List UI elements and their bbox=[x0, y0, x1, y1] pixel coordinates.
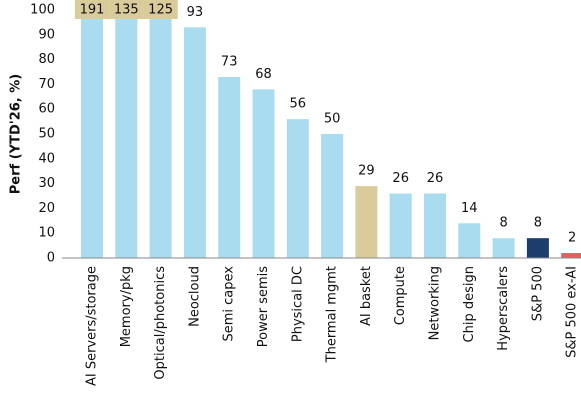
value-label: 8 bbox=[534, 216, 542, 231]
value-label: 135 bbox=[114, 3, 139, 18]
x-tick-label: Optical/photonics bbox=[153, 266, 168, 380]
x-tick-label: Networking bbox=[428, 266, 443, 340]
y-tick-label: 80 bbox=[38, 52, 55, 67]
bar bbox=[492, 238, 515, 258]
bar bbox=[115, 10, 138, 258]
x-tick-label: Memory/pkg bbox=[119, 266, 134, 347]
y-tick-label: 40 bbox=[38, 151, 55, 166]
x-tick-label: Neocloud bbox=[187, 266, 202, 327]
x-tick-label: S&P 500 ex-AI bbox=[565, 266, 580, 358]
x-tick-label: Power semis bbox=[256, 266, 271, 347]
x-tick-label: Physical DC bbox=[290, 266, 305, 342]
value-label: 50 bbox=[324, 112, 341, 127]
value-label-box bbox=[143, 0, 178, 19]
value-label: 8 bbox=[499, 216, 507, 231]
bar bbox=[286, 119, 309, 258]
value-label: 29 bbox=[358, 164, 375, 179]
value-label: 191 bbox=[80, 3, 105, 18]
y-tick-label: 90 bbox=[38, 27, 55, 42]
y-tick-label: 50 bbox=[38, 127, 55, 142]
value-label: 68 bbox=[255, 67, 272, 82]
value-label: 14 bbox=[461, 201, 478, 216]
value-label: 125 bbox=[148, 3, 173, 18]
bar bbox=[424, 193, 446, 258]
y-tick-label: 0 bbox=[47, 251, 55, 266]
y-tick-label: 60 bbox=[38, 102, 55, 117]
y-tick-label: 20 bbox=[38, 201, 55, 216]
x-tick-label: Semi capex bbox=[222, 266, 237, 342]
bar bbox=[526, 238, 549, 258]
x-tick-label: AI Servers/storage bbox=[85, 266, 100, 386]
value-label: 93 bbox=[187, 5, 204, 20]
x-tick-label: AI basket bbox=[359, 266, 374, 326]
value-label: 26 bbox=[392, 171, 409, 186]
bar bbox=[183, 27, 206, 258]
x-tick-label: Chip design bbox=[462, 266, 477, 342]
bar bbox=[149, 10, 172, 258]
x-tick-label: Compute bbox=[393, 266, 408, 325]
y-tick-label: 30 bbox=[38, 176, 55, 191]
value-label: 2 bbox=[568, 231, 576, 246]
value-label: 26 bbox=[427, 171, 444, 186]
value-label-box bbox=[74, 0, 110, 19]
x-tick-label: S&P 500 bbox=[530, 266, 545, 321]
value-label: 56 bbox=[290, 97, 307, 112]
bar bbox=[389, 193, 412, 258]
bar bbox=[561, 253, 581, 258]
x-tick-label: Thermal mgmt bbox=[325, 266, 340, 363]
y-tick-label: 10 bbox=[38, 226, 55, 241]
bar bbox=[321, 134, 344, 258]
y-tick-label: 100 bbox=[30, 3, 55, 18]
value-label: 73 bbox=[221, 54, 238, 69]
bar bbox=[218, 76, 241, 258]
bar bbox=[458, 223, 481, 258]
y-tick-label: 70 bbox=[38, 77, 55, 92]
x-tick-label: Hyperscalers bbox=[496, 266, 511, 351]
bars bbox=[81, 10, 581, 258]
y-axis-label: Perf (YTD'26, %) bbox=[9, 74, 24, 194]
bar bbox=[81, 10, 103, 258]
bar bbox=[355, 186, 378, 258]
bar bbox=[252, 89, 275, 258]
value-label-box bbox=[109, 0, 144, 19]
